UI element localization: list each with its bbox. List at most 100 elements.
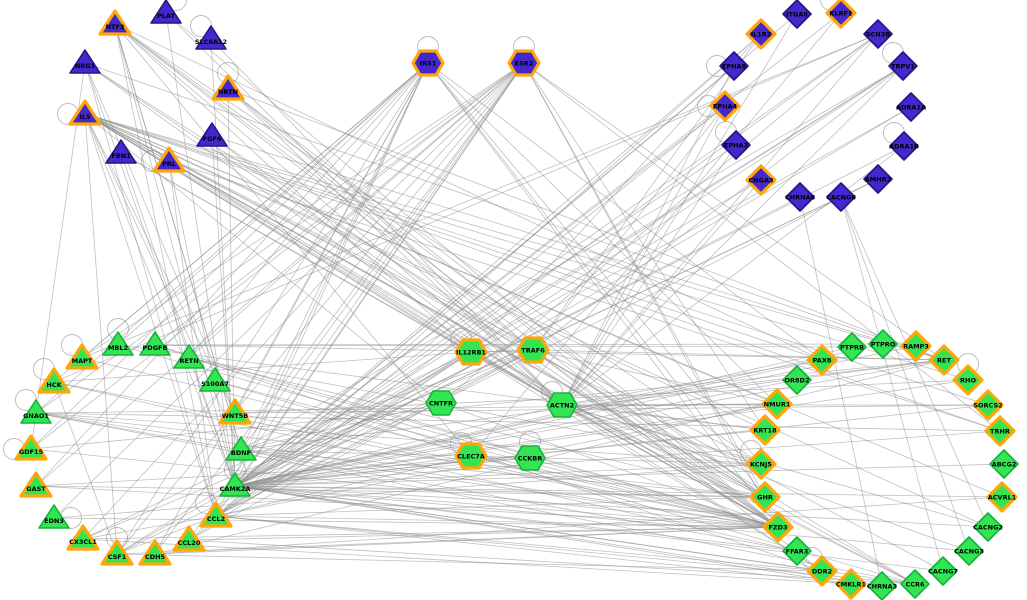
node-shape-triangle bbox=[152, 146, 186, 173]
node-shape-triangle bbox=[105, 139, 137, 164]
node-CACNG3[interactable]: CACNG3 bbox=[954, 536, 984, 566]
node-ADRA1B[interactable]: ADRA1B bbox=[889, 131, 919, 161]
node-MAPT[interactable]: MAPT bbox=[65, 343, 99, 370]
node-shape-triangle bbox=[100, 539, 134, 566]
node-shape-diamond bbox=[762, 511, 794, 543]
node-IL5[interactable]: IL5 bbox=[68, 99, 102, 126]
node-CNTFR[interactable]: CNTFR bbox=[425, 390, 457, 416]
node-CSF1[interactable]: CSF1 bbox=[100, 539, 134, 566]
node-GHR[interactable]: GHR bbox=[749, 481, 781, 513]
node-NRTN[interactable]: NRTN bbox=[211, 74, 245, 101]
node-shape-triangle bbox=[66, 524, 100, 551]
node-shape-diamond bbox=[888, 51, 918, 81]
node-ESR2[interactable]: ESR2 bbox=[507, 49, 541, 77]
node-NRG1[interactable]: NRG1 bbox=[69, 49, 101, 74]
node-shape-triangle bbox=[37, 367, 71, 394]
node-shape-triangle bbox=[196, 122, 228, 147]
node-shape-triangle bbox=[211, 74, 245, 101]
node-shape-diamond bbox=[868, 329, 898, 359]
edge-lines bbox=[30, 12, 1005, 587]
node-EPHA8[interactable]: EPHA8 bbox=[719, 51, 749, 81]
node-shape-diamond bbox=[863, 19, 893, 49]
node-shape-triangle bbox=[195, 25, 227, 50]
node-CACNG7[interactable]: CACNG7 bbox=[928, 556, 958, 586]
node-shape-hexagon bbox=[425, 390, 457, 416]
node-CACNG6[interactable]: CACNG6 bbox=[826, 182, 856, 212]
node-shape-triangle bbox=[199, 367, 231, 392]
node-SORCS2[interactable]: SORCS2 bbox=[972, 389, 1004, 421]
node-ACVRL1[interactable]: ACVRL1 bbox=[986, 481, 1018, 513]
node-shape-triangle bbox=[218, 398, 252, 425]
node-shape-hexagon bbox=[507, 49, 541, 77]
node-shape-triangle bbox=[139, 331, 171, 356]
node-shape-diamond bbox=[721, 130, 751, 160]
node-FFAR3[interactable]: FFAR3 bbox=[782, 536, 812, 566]
node-CLEC7A[interactable]: CLEC7A bbox=[454, 442, 488, 470]
nodes-layer: NTF3PLATSLC6A12NRG1NRTNIL5FBN1PRLFGF6IRS… bbox=[14, 0, 1019, 600]
node-PTPRO[interactable]: PTPRO bbox=[868, 329, 898, 359]
node-shape-triangle bbox=[102, 331, 134, 356]
node-SLC6A12[interactable]: SLC6A12 bbox=[195, 25, 227, 50]
node-shape-diamond bbox=[745, 18, 777, 50]
node-shape-triangle bbox=[38, 504, 70, 529]
node-IL12RB1[interactable]: IL12RB1 bbox=[454, 338, 488, 366]
node-shape-hexagon bbox=[411, 49, 445, 77]
node-shape-triangle bbox=[98, 9, 132, 36]
node-shape-diamond bbox=[835, 568, 867, 600]
node-ADRA1A[interactable]: ADRA1A bbox=[896, 92, 926, 122]
node-CHRNA3[interactable]: CHRNA3 bbox=[867, 571, 897, 600]
node-shape-triangle bbox=[68, 99, 102, 126]
node-RAMP3[interactable]: RAMP3 bbox=[900, 330, 932, 362]
node-shape-diamond bbox=[826, 182, 856, 212]
node-FGF6[interactable]: FGF6 bbox=[196, 122, 228, 147]
node-EPHA3[interactable]: EPHA3 bbox=[721, 130, 751, 160]
node-shape-diamond bbox=[972, 389, 1004, 421]
node-CCKBR[interactable]: CCKBR bbox=[514, 445, 546, 471]
node-OR8D2[interactable]: OR8D2 bbox=[782, 365, 812, 395]
node-AMHR2[interactable]: AMHR2 bbox=[863, 164, 893, 194]
node-RHO[interactable]: RHO bbox=[952, 364, 984, 396]
node-shape-diamond bbox=[928, 556, 958, 586]
node-shape-diamond bbox=[889, 131, 919, 161]
node-shape-diamond bbox=[984, 415, 1016, 447]
node-shape-triangle bbox=[150, 0, 182, 24]
node-IL1R2[interactable]: IL1R2 bbox=[745, 18, 777, 50]
node-shape-triangle bbox=[138, 539, 172, 566]
node-shape-diamond bbox=[900, 569, 930, 599]
node-shape-triangle bbox=[20, 399, 52, 424]
node-KCNJ5[interactable]: KCNJ5 bbox=[745, 448, 777, 480]
node-shape-diamond bbox=[928, 344, 960, 376]
node-KLRF1[interactable]: KLRF1 bbox=[825, 0, 857, 29]
node-shape-diamond bbox=[709, 90, 741, 122]
node-NTF3[interactable]: NTF3 bbox=[98, 9, 132, 36]
node-shape-diamond bbox=[749, 481, 781, 513]
node-shape-diamond bbox=[989, 449, 1019, 479]
node-shape-diamond bbox=[837, 332, 867, 362]
node-ACTN2[interactable]: ACTN2 bbox=[546, 392, 578, 418]
node-shape-triangle bbox=[172, 525, 206, 552]
node-HCK[interactable]: HCK bbox=[37, 367, 71, 394]
node-TRAF6[interactable]: TRAF6 bbox=[516, 336, 550, 364]
node-CACNG2[interactable]: CACNG2 bbox=[973, 512, 1003, 542]
node-ITGA8[interactable]: ITGA8 bbox=[782, 0, 812, 29]
node-ABCG2[interactable]: ABCG2 bbox=[989, 449, 1019, 479]
node-CMKLR1[interactable]: CMKLR1 bbox=[835, 568, 867, 600]
node-shape-diamond bbox=[806, 555, 838, 587]
node-IRS1[interactable]: IRS1 bbox=[411, 49, 445, 77]
node-shape-diamond bbox=[719, 51, 749, 81]
node-CCR6[interactable]: CCR6 bbox=[900, 569, 930, 599]
node-shape-diamond bbox=[745, 448, 777, 480]
node-shape-hexagon bbox=[516, 336, 550, 364]
node-CHRNA6[interactable]: CHRNA6 bbox=[785, 182, 816, 212]
node-EDN3[interactable]: EDN3 bbox=[38, 504, 70, 529]
node-shape-diamond bbox=[782, 365, 812, 395]
node-shape-diamond bbox=[986, 481, 1018, 513]
node-shape-hexagon bbox=[514, 445, 546, 471]
node-GDF15[interactable]: GDF15 bbox=[14, 434, 48, 461]
node-PLAT[interactable]: PLAT bbox=[150, 0, 182, 24]
node-shape-triangle bbox=[173, 344, 205, 369]
node-shape-diamond bbox=[952, 364, 984, 396]
node-TRHR[interactable]: TRHR bbox=[984, 415, 1016, 447]
node-shape-triangle bbox=[69, 49, 101, 74]
